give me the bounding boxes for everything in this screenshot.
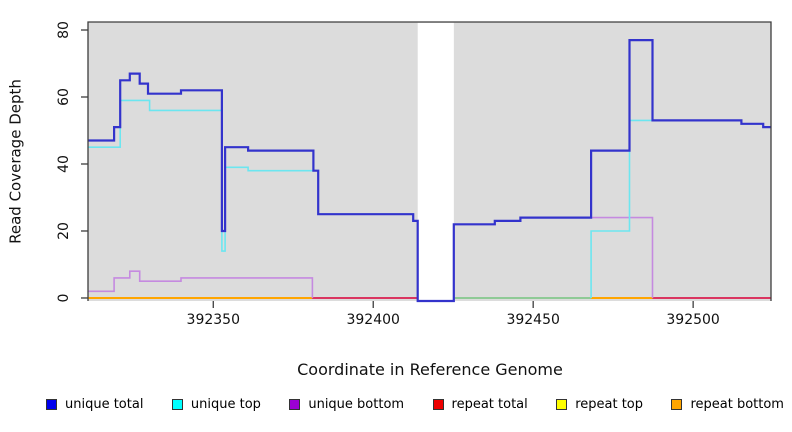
legend-swatch-icon [671, 399, 683, 410]
legend-item-unique-top: unique top [171, 397, 261, 412]
legend: unique total unique top unique bottom repea… [46, 397, 784, 412]
legend-swatch-icon [171, 399, 183, 410]
no-data-gap [417, 22, 454, 302]
x-tick-label: 392350 [186, 312, 240, 328]
legend-label: repeat total [451, 397, 528, 412]
legend-label: unique total [65, 397, 144, 412]
legend-item-repeat-total: repeat total [432, 397, 528, 412]
legend-item-repeat-top: repeat top [556, 397, 643, 412]
x-tick-label: 392450 [506, 312, 560, 328]
legend-label: unique top [190, 397, 261, 412]
x-tick-label: 392400 [346, 312, 400, 328]
y-tick-label: 80 [56, 21, 72, 39]
y-tick-label: 40 [56, 155, 72, 173]
unique-total-line [88, 39, 771, 303]
y-axis-title: Read Coverage Depth [6, 79, 25, 244]
legend-label: repeat top [575, 397, 643, 412]
y-tick-label: 20 [56, 222, 72, 240]
legend-item-unique-total: unique total [46, 397, 143, 412]
x-tick-label: 392500 [666, 312, 720, 328]
legend-item-repeat-bottom: repeat bottom [671, 397, 784, 412]
legend-swatch-icon [289, 399, 301, 410]
legend-swatch-icon [46, 399, 57, 410]
legend-item-unique-bottom: unique bottom [289, 397, 404, 412]
plot-frame [87, 21, 772, 301]
y-tick-label: 0 [56, 293, 72, 303]
legend-swatch-icon [556, 399, 568, 410]
legend-label: unique bottom [308, 397, 405, 412]
unique-bottom-line [88, 270, 314, 298]
legend-swatch-icon [432, 399, 444, 410]
legend-label: repeat bottom [690, 397, 784, 412]
x-axis-title: Coordinate in Reference Genome [297, 360, 563, 379]
y-tick-label: 60 [56, 88, 72, 106]
